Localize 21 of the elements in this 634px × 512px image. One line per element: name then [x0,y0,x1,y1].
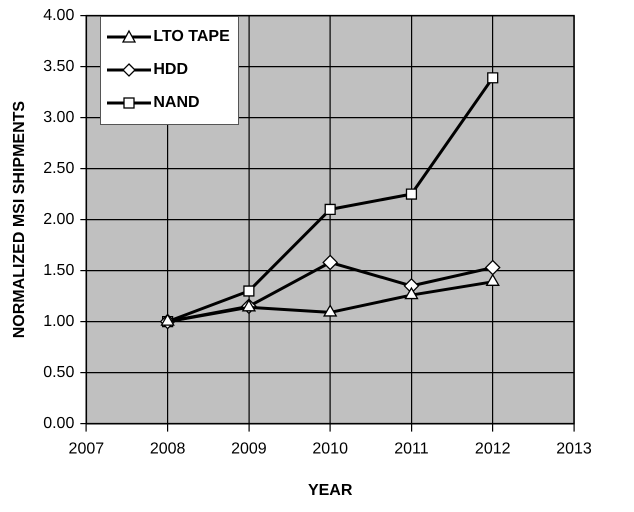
y-tick-label: 4.00 [43,7,74,24]
y-tick-label: 2.50 [43,160,74,178]
y-tick-label: 3.00 [43,109,74,126]
y-tick-label: 1.50 [43,262,74,280]
legend-label: NAND [153,94,200,112]
y-tick-label: 3.50 [43,58,74,76]
y-tick-label: 0.50 [43,364,74,382]
x-tick-label: 2013 [556,440,592,458]
legend-label: LTO TAPE [153,28,230,46]
x-tick-label: 2011 [394,440,429,458]
x-tick-label: 2009 [231,440,267,458]
legend-label: HDD [153,61,188,80]
x-axis-title: YEAR [308,482,353,499]
x-tick-label: 2008 [150,440,186,458]
y-tick-label: 0.00 [43,415,74,432]
x-tick-label: 2010 [312,440,348,458]
x-tick-label: 2007 [68,440,104,458]
y-axis-title: NORMALIZED MSI SHIPMENTS [11,100,28,338]
y-tick-label: 2.00 [43,211,74,228]
y-tick-label: 1.00 [43,313,74,330]
x-tick-label: 2012 [474,440,511,458]
